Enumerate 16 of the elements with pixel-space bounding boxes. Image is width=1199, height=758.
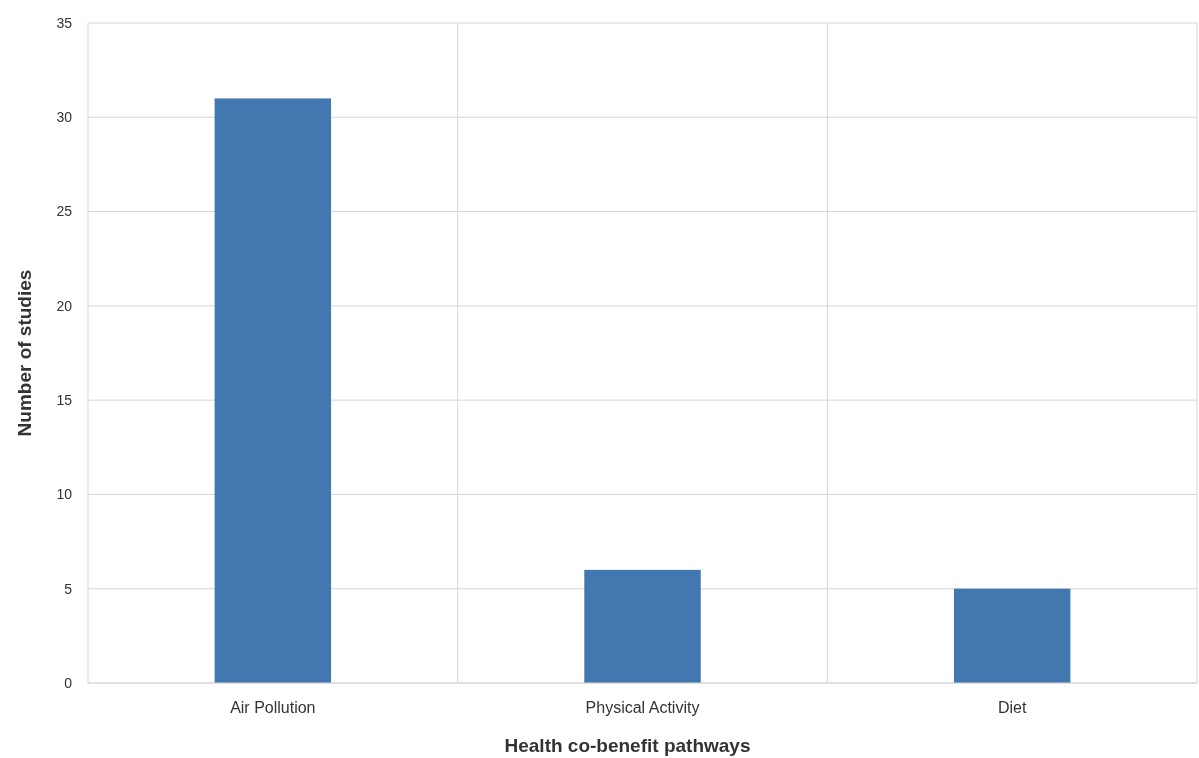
y-tick-label: 30 xyxy=(56,109,73,126)
y-tick-label: 15 xyxy=(56,392,73,409)
bar xyxy=(214,98,332,683)
y-axis-title: Number of studies xyxy=(14,269,35,437)
y-tick-label: 0 xyxy=(64,674,73,691)
y-tick-label: 10 xyxy=(56,486,73,503)
bar xyxy=(584,569,701,683)
y-tick-label: 25 xyxy=(56,203,73,220)
y-tick-label: 20 xyxy=(56,297,73,314)
x-tick-label: Diet xyxy=(997,699,1027,716)
y-tick-label: 35 xyxy=(56,14,73,31)
x-axis-title: Health co-benefit pathways xyxy=(504,735,751,756)
y-tick-label: 5 xyxy=(64,580,73,597)
x-tick-label: Physical Activity xyxy=(585,699,700,716)
bar xyxy=(953,588,1071,683)
x-tick-label: Air Pollution xyxy=(230,699,316,716)
